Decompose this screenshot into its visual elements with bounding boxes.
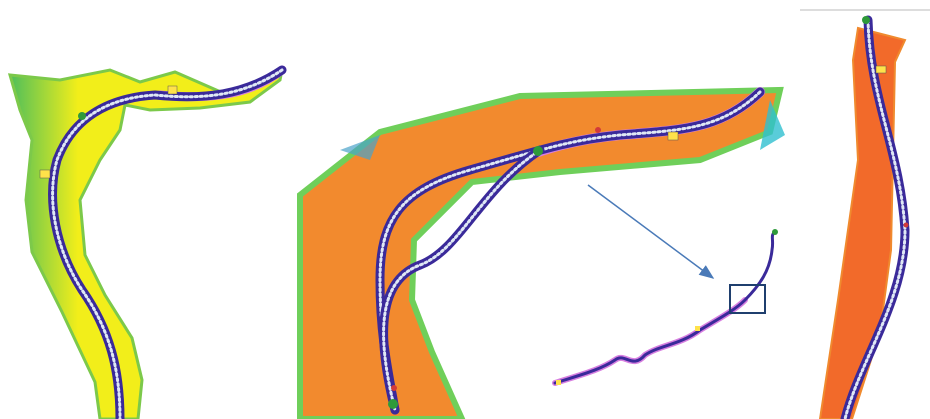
middle-view	[300, 90, 785, 419]
right-view	[800, 10, 930, 419]
yellow-domain	[10, 70, 282, 419]
figure	[0, 0, 930, 419]
left-view	[10, 70, 282, 419]
arrow	[588, 185, 713, 278]
overview	[555, 185, 778, 385]
